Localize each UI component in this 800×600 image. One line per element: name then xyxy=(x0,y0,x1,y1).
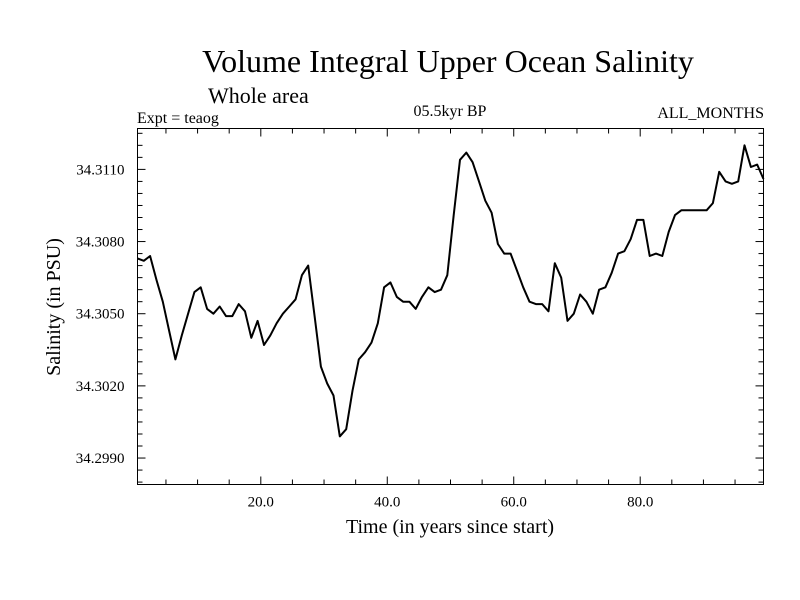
plot-axes: 20.0 40.0 60.0 80.0 34.2990 34.3020 34.3050 34.… xyxy=(76,128,764,511)
x-tick-label: 60.0 xyxy=(501,495,527,511)
series-line-salinity xyxy=(137,144,765,438)
y-tick-label: 34.3110 xyxy=(76,162,124,178)
x-axis-label: Time (in years since start) xyxy=(346,516,554,538)
chart-subtitle: Whole area xyxy=(208,83,309,108)
plot-series xyxy=(137,144,765,438)
x-tick-label: 40.0 xyxy=(374,495,400,511)
y-tick-label: 34.3080 xyxy=(76,235,125,251)
annotation-period: 05.5kyr BP xyxy=(414,103,487,120)
y-tick-label: 34.3050 xyxy=(76,307,125,323)
y-tick-label: 34.3020 xyxy=(76,379,125,395)
annotation-months: ALL_MONTHS xyxy=(657,105,764,122)
y-axis-label: Salinity (in PSU) xyxy=(43,238,65,376)
plot-frame xyxy=(137,128,764,485)
x-tick-label: 20.0 xyxy=(248,495,274,511)
x-tick-label: 80.0 xyxy=(627,495,653,511)
y-tick-label: 34.2990 xyxy=(76,451,125,467)
chart-title: Volume Integral Upper Ocean Salinity xyxy=(202,43,694,79)
annotation-experiment: Expt = teaog xyxy=(137,110,219,127)
